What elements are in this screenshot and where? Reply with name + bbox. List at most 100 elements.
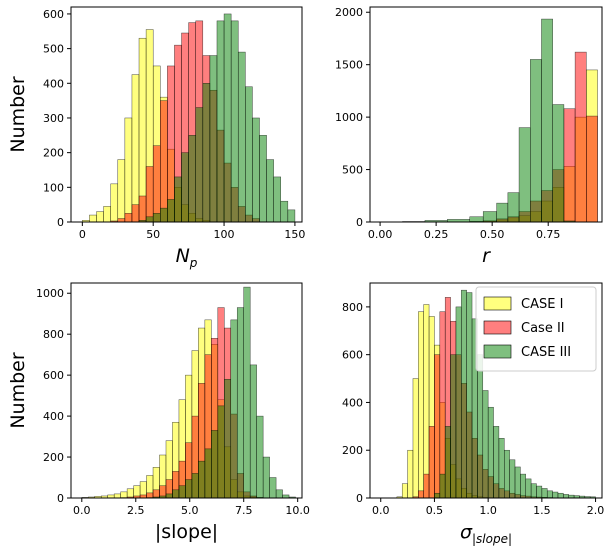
bar (287, 209, 296, 222)
x-tick-label: 0.00 (368, 228, 393, 241)
x-axis-label: |slope| (155, 521, 218, 543)
bar (418, 311, 424, 498)
bar (428, 426, 435, 498)
bar (167, 199, 175, 222)
x-tick-label: 10.0 (285, 504, 310, 517)
bar (423, 304, 430, 498)
x-tick-label: 2.5 (127, 504, 145, 517)
bar (530, 59, 542, 222)
bar (216, 20, 225, 222)
bar (160, 100, 168, 222)
legend-label: CASE III (521, 345, 571, 360)
bars (81, 286, 296, 498)
bar (552, 104, 565, 222)
bar (126, 488, 134, 498)
histogram-slope: 0.0 2.5 5.0 7.5 10.0 0 200 400 600 800 1000 |slope|… (7, 282, 310, 543)
bar (167, 65, 175, 222)
bar (217, 405, 225, 498)
histogram-np: 0 50 100 150 0 100 200 300 400 500 600 Np Number (7, 6, 305, 270)
bar (418, 490, 424, 498)
x-tick-label: 1.5 (533, 504, 551, 517)
bar (586, 115, 598, 222)
x-tick-label: 2.0 (587, 504, 605, 517)
x-axis-label-subscript: |slope| (472, 532, 512, 546)
x-tick-label: 0 (79, 228, 86, 241)
bar (209, 55, 218, 222)
bar (507, 192, 520, 222)
bar (230, 319, 238, 498)
bar (552, 491, 559, 498)
bar (172, 489, 180, 498)
y-tick-label: 200 (43, 451, 64, 464)
bar (563, 108, 576, 222)
bar (520, 473, 526, 498)
bar (444, 426, 451, 498)
bar (269, 477, 277, 498)
bar (536, 485, 543, 498)
x-axis-label: r (482, 245, 491, 267)
bar (195, 107, 204, 222)
bar (498, 438, 505, 498)
bar (541, 18, 553, 222)
bar (165, 493, 173, 498)
bar (401, 483, 408, 498)
x-tick-label: 5.0 (181, 504, 199, 517)
bar (223, 13, 232, 222)
legend-swatch (483, 344, 512, 359)
bar (482, 390, 489, 498)
y-tick-label: 2000 (335, 6, 363, 19)
bar (477, 354, 484, 498)
bar (152, 145, 161, 222)
bar (89, 214, 97, 222)
x-axis-label-main: |slope| (155, 521, 218, 543)
bar (482, 211, 497, 222)
y-tick-label: 1500 (335, 59, 363, 72)
bar (496, 202, 509, 222)
x-axis-label-subscript: p (189, 256, 198, 270)
bar (124, 117, 133, 222)
bar (178, 485, 186, 498)
bar (230, 20, 239, 222)
bar (434, 492, 441, 498)
y-tick-label: 0 (356, 492, 363, 505)
bar (469, 216, 484, 222)
bar (145, 166, 154, 222)
y-tick-label: 0 (57, 216, 64, 229)
bar (138, 195, 147, 222)
bar (439, 311, 446, 498)
bar (224, 378, 232, 498)
bar (288, 496, 296, 498)
plot-frame (70, 282, 303, 499)
bar (131, 74, 140, 222)
bar (530, 483, 537, 498)
bar (504, 449, 510, 498)
y-tick-label: 100 (43, 181, 64, 194)
y-tick-label: 1000 (36, 287, 64, 300)
bar (266, 159, 274, 222)
x-tick-label: 0.0 (372, 504, 390, 517)
y-tick-label: 600 (43, 8, 64, 21)
bar (191, 473, 199, 498)
x-tick-label: 0.0 (73, 504, 91, 517)
bar (236, 307, 244, 498)
bar (262, 456, 270, 498)
legend-swatch (483, 296, 512, 311)
x-axis-label: Np (176, 245, 198, 270)
histogram-sigma-slope: 0.0 0.5 1.0 1.5 2.0 0 200 400 600 800 σ|slope| (342, 282, 605, 546)
bar (117, 159, 126, 222)
x-tick-label: 0.75 (536, 228, 561, 241)
y-tick-label: 500 (43, 43, 64, 56)
bars (396, 289, 596, 498)
bar (145, 216, 154, 222)
bars (379, 18, 598, 222)
bar (174, 176, 182, 222)
x-tick-label: 0.25 (424, 228, 449, 241)
bar (493, 426, 500, 498)
y-tick-label: 400 (342, 396, 363, 409)
y-tick-label: 300 (43, 112, 64, 125)
plot-frame (369, 6, 603, 223)
x-axis-label-main: r (482, 245, 491, 267)
bar (455, 306, 462, 498)
bar (185, 479, 193, 498)
